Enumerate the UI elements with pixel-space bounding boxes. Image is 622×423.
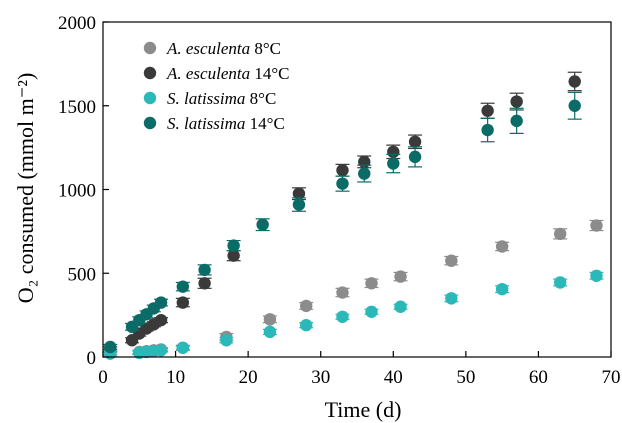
legend-marker [143,116,157,130]
data-point [220,334,233,347]
data-point [263,325,277,339]
data-point [176,296,190,309]
data-point [300,299,313,313]
data-point [510,95,523,108]
data-point [554,227,567,241]
legend-marker [143,41,157,55]
data-point [154,296,168,309]
data-point [387,157,400,170]
data-point [154,313,168,327]
data-point [590,269,603,282]
data-point [176,341,190,354]
data-point [227,249,240,262]
y-tick-label: 2000 [58,13,96,34]
data-point [408,150,422,164]
data-point [445,254,458,267]
data-point [365,277,378,290]
data-point [336,164,349,177]
data-point [495,282,509,296]
series [103,91,582,354]
y-tick-label: 0 [87,348,97,369]
data-point [510,114,523,128]
data-point [336,286,349,299]
data-point [394,300,407,313]
x-tick-label: 20 [239,367,258,388]
data-point [263,313,277,326]
x-tick-label: 30 [311,367,330,388]
y-tick-label: 1500 [58,97,96,118]
x-tick-label: 50 [456,367,475,388]
data-point [481,123,494,137]
y-tick-label: 1000 [58,181,96,202]
data-point [256,218,269,231]
x-tick-label: 70 [602,367,621,388]
data-point [292,198,306,211]
data-point [198,263,211,277]
legend: A. esculenta 8°C A. esculenta 14°C S. lati… [143,39,289,133]
data-point [365,305,378,318]
data-point [568,75,581,88]
x-tick-label: 10 [166,367,185,388]
data-point [198,277,211,290]
data-point [292,187,306,200]
y-tick-label: 500 [68,264,97,285]
legend-label: S. latissima 8°C [167,89,276,108]
legend-marker [143,66,157,80]
data-point [227,239,240,252]
plot-area [103,71,604,360]
axes: 0 10 20 30 40 50 60 70 0 500 1000 1500 2000 [58,13,621,388]
data-point [495,240,509,253]
data-point [176,280,190,293]
data-point [590,219,603,232]
data-point [300,318,313,332]
legend-label: A. esculenta 8°C [166,39,281,58]
data-point [568,99,581,112]
data-point [394,270,407,283]
x-tick-label: 0 [98,367,108,388]
data-point [408,135,422,148]
x-tick-label: 40 [384,367,403,388]
legend-label: S. latissima 14°C [167,114,285,133]
y-axis-label: O₂ consumed (mmol m⁻²) [13,73,38,304]
data-point [358,167,371,180]
x-axis-label: Time (d) [325,397,402,422]
legend-marker [143,91,157,105]
data-point [445,292,458,305]
x-tick-label: 60 [529,367,548,388]
legend-label: A. esculenta 14°C [166,64,289,83]
data-point [336,177,349,190]
data-point [104,340,117,354]
data-point [154,344,168,357]
data-point [336,310,349,323]
data-point [554,276,567,289]
series [103,269,604,360]
data-point [481,104,494,117]
